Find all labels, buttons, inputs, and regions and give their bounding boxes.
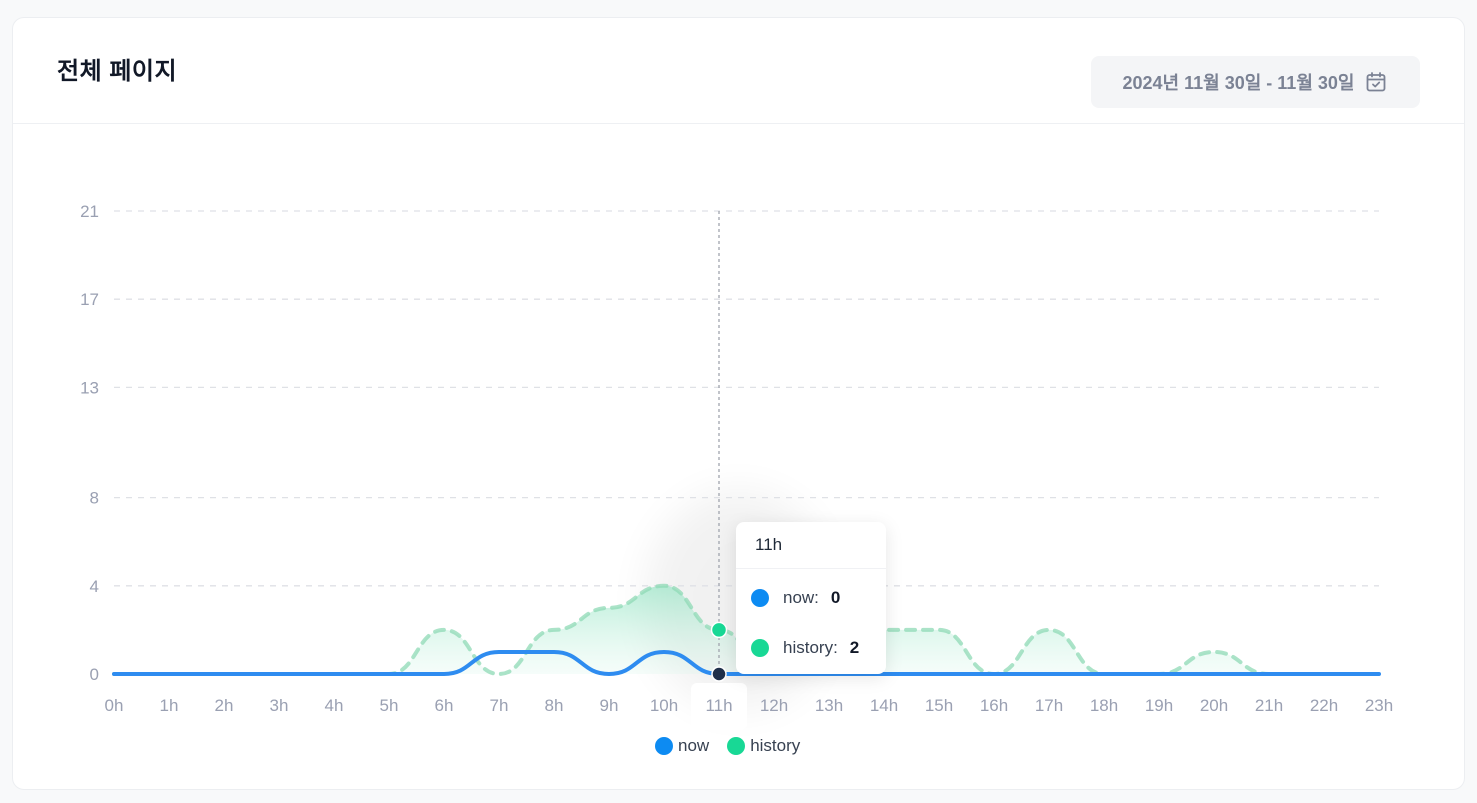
chart-tooltip: 11h now: 0 history: 2	[736, 522, 886, 674]
y-tick-label: 0	[90, 665, 99, 684]
x-tick-label: 17h	[1035, 696, 1063, 715]
card-header: 전체 페이지 2024년 11월 30일 - 11월 30일	[13, 18, 1464, 124]
tooltip-history-value: 2	[849, 638, 860, 657]
legend-label-now: now	[678, 736, 710, 755]
tooltip-history-label: history:	[783, 638, 838, 657]
calendar-check-icon	[1367, 72, 1386, 92]
legend-item-history[interactable]: history	[727, 736, 800, 756]
x-tick-label: 16h	[980, 696, 1008, 715]
x-tick-label: 7h	[490, 696, 509, 715]
now-point-marker	[711, 666, 727, 682]
date-range-label: 2024년 11월 30일 - 11월 30일	[1122, 73, 1355, 93]
x-tick-label: 9h	[600, 696, 619, 715]
chart-legend: now history	[655, 736, 818, 756]
tooltip-row-history: history: 2	[751, 638, 859, 658]
x-tick-label: 23h	[1365, 696, 1393, 715]
tooltip-now-label: now:	[783, 588, 819, 607]
x-tick-label: 6h	[435, 696, 454, 715]
x-tick-highlight	[691, 683, 747, 730]
now-series-dot	[751, 589, 769, 607]
date-range-button[interactable]: 2024년 11월 30일 - 11월 30일	[1091, 56, 1420, 108]
x-tick-label: 12h	[760, 696, 788, 715]
x-tick-label: 10h	[650, 696, 678, 715]
x-tick-label: 18h	[1090, 696, 1118, 715]
x-tick-label: 4h	[325, 696, 344, 715]
x-tick-label: 11h	[705, 696, 732, 715]
y-tick-label: 21	[80, 202, 99, 221]
history-point-marker	[710, 621, 728, 639]
legend-label-history: history	[750, 736, 801, 755]
x-tick-label: 8h	[545, 696, 564, 715]
now-line	[112, 649, 1381, 677]
y-tick-label: 17	[80, 290, 99, 309]
x-tick-label: 20h	[1200, 696, 1228, 715]
now-legend-dot	[655, 737, 673, 755]
x-tick-label: 14h	[870, 696, 898, 715]
history-series-dot	[751, 639, 769, 657]
page-title: 전체 페이지	[57, 58, 178, 85]
history-legend-dot	[727, 737, 746, 755]
x-tick-label: 3h	[270, 696, 289, 715]
tooltip-now-value: 0	[830, 588, 841, 607]
x-tick-label: 22h	[1310, 696, 1338, 715]
history-area	[114, 585, 1379, 674]
y-tick-label: 4	[90, 577, 99, 596]
x-tick-label: 0h	[105, 696, 124, 715]
x-tick-label: 1h	[160, 696, 179, 715]
x-tick-label: 19h	[1145, 696, 1173, 715]
x-tick-label: 15h	[925, 696, 953, 715]
x-tick-label: 21h	[1255, 696, 1283, 715]
y-tick-label: 8	[90, 489, 99, 508]
tooltip-title: 11h	[736, 522, 886, 569]
y-tick-label: 13	[80, 378, 99, 397]
legend-item-now[interactable]: now	[655, 736, 709, 756]
tooltip-row-now: now: 0	[751, 588, 840, 608]
x-tick-label: 2h	[215, 696, 234, 715]
x-tick-label: 5h	[380, 696, 399, 715]
x-tick-label: 13h	[815, 696, 843, 715]
